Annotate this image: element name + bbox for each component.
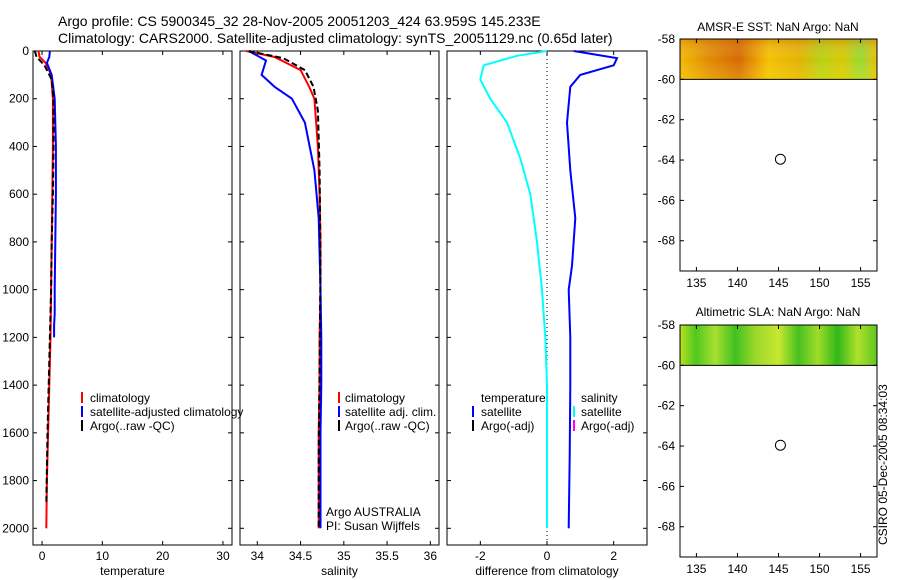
y-tick-label: -58 bbox=[658, 32, 676, 46]
y-tick-label: 1600 bbox=[2, 426, 29, 440]
argo-position-marker bbox=[774, 153, 786, 165]
x-axis-label: salinity bbox=[321, 564, 358, 578]
legend-swatch-climatology bbox=[81, 392, 83, 403]
legend-swatch-argo bbox=[81, 420, 83, 431]
series-line-salinity-satellite bbox=[565, 50, 619, 529]
x-tick-label: 135 bbox=[686, 562, 706, 576]
y-tick-label: -62 bbox=[658, 113, 676, 127]
legend-swatch-satellite bbox=[81, 406, 83, 417]
y-tick-label: -68 bbox=[658, 234, 676, 248]
legend-heading-temperature: temperature bbox=[481, 391, 546, 405]
x-tick-label: 155 bbox=[851, 562, 871, 576]
series-line-argo bbox=[248, 50, 322, 529]
y-tick-label: -60 bbox=[658, 72, 676, 86]
x-tick-label: 0 bbox=[544, 549, 551, 563]
legend-swatch-satellite bbox=[338, 406, 340, 417]
x-tick-label: 150 bbox=[810, 562, 830, 576]
x-tick-label: 2 bbox=[610, 549, 617, 563]
x-axis-label: difference from climatology bbox=[475, 564, 618, 578]
y-tick-label: -66 bbox=[658, 479, 676, 493]
temperature-panel: 0 200 400 600 800 1000 1200 1400 1600 1800 2000 0 10… bbox=[2, 44, 233, 578]
plot-frame bbox=[32, 50, 233, 546]
legend-label-argo: Argo(..raw -QC) bbox=[90, 419, 175, 433]
legend-swatch-sal-satellite bbox=[573, 406, 575, 417]
y-tick-label: -64 bbox=[658, 153, 676, 167]
y-tick-label: 0 bbox=[22, 44, 29, 58]
legend-label-sal-argo: Argo(-adj) bbox=[581, 419, 634, 433]
y-tick-label: 200 bbox=[9, 92, 29, 106]
salinity-legend: climatology satellite adj. clim. Argo(..… bbox=[326, 391, 436, 533]
y-tick-label: -62 bbox=[658, 399, 676, 413]
x-tick-label: 10 bbox=[96, 549, 110, 563]
y-tick-label: 1800 bbox=[2, 474, 29, 488]
x-tick-label: 140 bbox=[727, 276, 747, 290]
y-tick-label: -66 bbox=[658, 193, 676, 207]
x-tick-label: 34 bbox=[251, 549, 265, 563]
legend-swatch-climatology bbox=[338, 392, 340, 403]
legend-swatch-temp-argo bbox=[472, 420, 474, 431]
temperature-legend: climatology satellite-adjusted climatolo… bbox=[81, 391, 243, 433]
plot-frame bbox=[239, 50, 440, 546]
y-tick-label: 400 bbox=[9, 139, 29, 153]
difference-legend: temperature satellite Argo(-adj) salinit… bbox=[472, 391, 634, 433]
x-tick-label: -2 bbox=[475, 549, 486, 563]
y-tick-label: 800 bbox=[9, 235, 29, 249]
sst-map-panel: 135 140 145 150 155 -58 -60 -62 -64 -66 -68 bbox=[658, 32, 878, 290]
salinity-annotation-institution: Argo AUSTRALIA bbox=[326, 505, 421, 519]
y-tick-label: -60 bbox=[658, 358, 676, 372]
series-line-satellite bbox=[248, 50, 323, 529]
legend-swatch-temp-satellite bbox=[472, 406, 474, 417]
legend-label-climatology: climatology bbox=[90, 391, 150, 405]
series-line-temperature-satellite bbox=[479, 50, 548, 529]
footer-stamp: CSIRO 05-Dec-2005 08:34:03 bbox=[876, 384, 890, 545]
legend-swatch-argo bbox=[338, 420, 340, 431]
x-tick-label: 145 bbox=[768, 562, 788, 576]
header-line-2: Climatology: CARS2000. Satellite-adjuste… bbox=[58, 30, 613, 46]
legend-label-satellite: satellite-adjusted climatology bbox=[90, 405, 243, 419]
sst-map-title: AMSR-E SST: NaN Argo: NaN bbox=[697, 20, 858, 34]
y-tick-label: 600 bbox=[9, 187, 29, 201]
x-tick-label: 36 bbox=[424, 549, 438, 563]
sla-map-panel: 135 140 145 150 155 -58 -60 -62 -64 -66 -68 bbox=[658, 318, 878, 576]
y-tick-label: 2000 bbox=[2, 521, 29, 535]
argo-position-marker bbox=[774, 439, 786, 451]
x-tick-label: 155 bbox=[851, 276, 871, 290]
legend-label-satellite: satellite adj. clim. bbox=[345, 405, 436, 419]
y-tick-label: -64 bbox=[658, 439, 676, 453]
legend-label-climatology: climatology bbox=[345, 391, 405, 405]
y-tick-label: -58 bbox=[658, 318, 676, 332]
y-tick-label: -68 bbox=[658, 520, 676, 534]
legend-label-argo: Argo(..raw -QC) bbox=[345, 419, 430, 433]
y-tick-label: 1400 bbox=[2, 378, 29, 392]
x-tick-label: 35.5 bbox=[375, 549, 399, 563]
x-tick-label: 20 bbox=[156, 549, 170, 563]
x-tick-label: 150 bbox=[810, 276, 830, 290]
series-line-climatology bbox=[245, 50, 322, 529]
legend-heading-salinity: salinity bbox=[581, 391, 618, 405]
legend-label-temp-satellite: satellite bbox=[481, 405, 522, 419]
legend-label-temp-argo: Argo(-adj) bbox=[481, 419, 534, 433]
x-tick-label: 35 bbox=[337, 549, 351, 563]
x-axis-label: temperature bbox=[100, 564, 165, 578]
map-data-shade bbox=[680, 39, 877, 80]
series-line-argo bbox=[33, 50, 55, 505]
x-tick-label: 0 bbox=[39, 549, 46, 563]
sla-map-title: Altimetric SLA: NaN Argo: NaN bbox=[696, 305, 861, 319]
x-tick-label: 30 bbox=[216, 549, 230, 563]
header-line-1: Argo profile: CS 5900345_32 28-Nov-2005 … bbox=[58, 13, 541, 29]
x-tick-label: 140 bbox=[727, 562, 747, 576]
series-line-satellite bbox=[45, 50, 57, 338]
y-tick-label: 1200 bbox=[2, 330, 29, 344]
legend-swatch-sal-argo bbox=[573, 420, 575, 431]
legend-label-sal-satellite: satellite bbox=[581, 405, 622, 419]
salinity-annotation-pi: PI: Susan Wijffels bbox=[326, 519, 420, 533]
salinity-panel: 34 34.5 35 35.5 36 salinity bbox=[239, 50, 440, 578]
y-tick-label: 1000 bbox=[2, 283, 29, 297]
x-tick-label: 145 bbox=[768, 276, 788, 290]
x-tick-label: 135 bbox=[686, 276, 706, 290]
map-data-band bbox=[680, 325, 877, 366]
x-tick-label: 34.5 bbox=[289, 549, 313, 563]
